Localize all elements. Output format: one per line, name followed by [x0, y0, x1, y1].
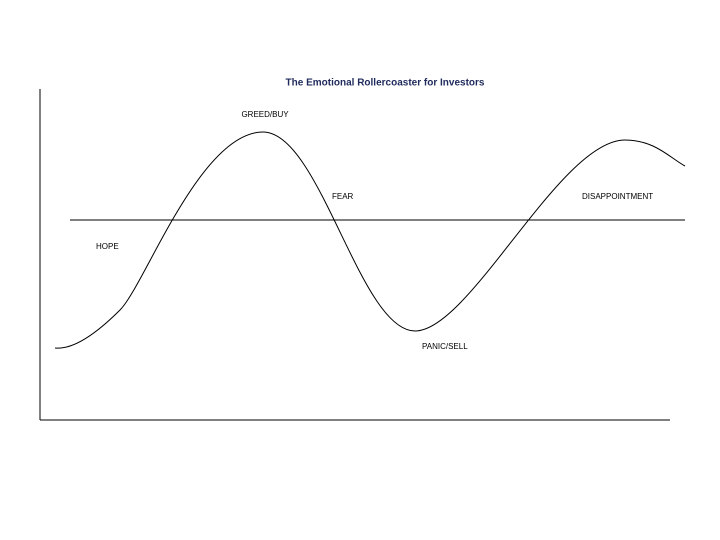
stage-label: PANIC/SELL [422, 342, 468, 351]
emotion-curve [54, 131, 686, 349]
stage-label: DISAPPOINTMENT [582, 192, 653, 201]
stage-label: HOPE [96, 242, 119, 251]
diagram-title: The Emotional Rollercoaster for Investor… [286, 78, 485, 89]
stage-label: GREED/BUY [241, 110, 289, 119]
stage-label: FEAR [332, 192, 354, 201]
